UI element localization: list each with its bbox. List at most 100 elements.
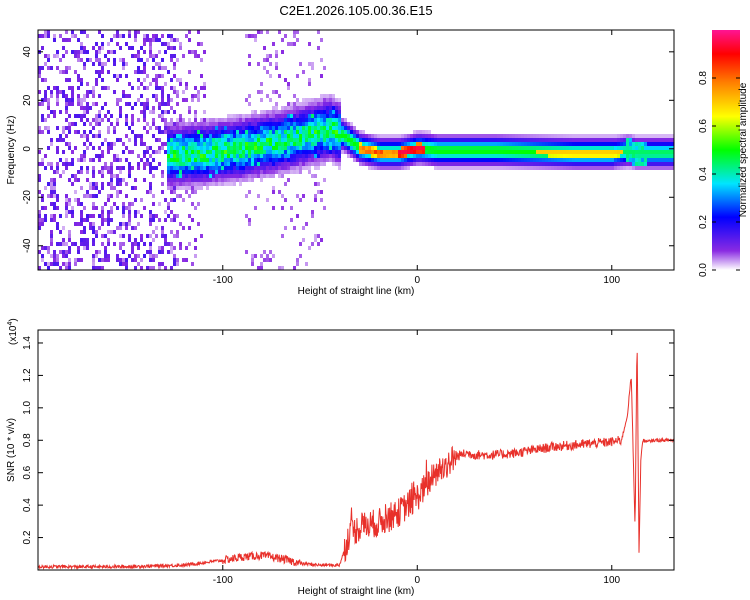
spectrogram-cell (191, 182, 194, 186)
spectrogram-cell (524, 146, 527, 150)
spectrogram-cell (200, 118, 203, 122)
spectrogram-cell (461, 134, 464, 138)
spectrogram-cell (647, 166, 650, 170)
spectrogram-cell (209, 162, 212, 166)
spectrogram-cell (518, 134, 521, 138)
spectrogram-cell (431, 154, 434, 158)
spectrogram-cell (92, 226, 95, 230)
spectrogram-cell (272, 146, 275, 150)
spectrogram-cell (92, 254, 95, 258)
spectrogram-cell (323, 134, 326, 138)
spectrogram-cell (71, 94, 74, 98)
spectrogram-cell (419, 138, 422, 142)
spectrogram-cell (149, 254, 152, 258)
spectrogram-cell (170, 170, 173, 174)
spectrogram-cell (194, 190, 197, 194)
spectrogram-cell (302, 130, 305, 134)
spectrogram-cell (125, 182, 128, 186)
spectrogram-cell (323, 106, 326, 110)
spectrogram-cell (188, 30, 191, 34)
spectrogram-cell (479, 166, 482, 170)
spectrogram-cell (56, 150, 59, 154)
spectrogram-cell (98, 58, 101, 62)
spectrogram-cell (302, 70, 305, 74)
spectrogram-cell (77, 86, 80, 90)
spectrogram-cell (137, 246, 140, 250)
spectrogram-cell (293, 142, 296, 146)
spectrogram-cell (134, 186, 137, 190)
spectrogram-cell (170, 154, 173, 158)
spectrogram-cell (587, 146, 590, 150)
spectrogram-cell (59, 90, 62, 94)
spectrogram-cell (197, 42, 200, 46)
spectrogram-cell (224, 174, 227, 178)
spectrogram-cell (119, 98, 122, 102)
spectrogram-cell (149, 54, 152, 58)
y-tick-label: -20 (22, 190, 33, 205)
spectrogram-cell (464, 150, 467, 154)
spectrogram-cell (281, 130, 284, 134)
spectrogram-cell (131, 150, 134, 154)
spectrogram-cell (107, 194, 110, 198)
spectrogram-cell (581, 134, 584, 138)
spectrogram-cell (119, 170, 122, 174)
spectrogram-cell (53, 202, 56, 206)
spectrogram-cell (206, 182, 209, 186)
spectrogram-cell (377, 134, 380, 138)
spectrogram-cell (116, 258, 119, 262)
spectrogram-cell (290, 206, 293, 210)
spectrogram-cell (101, 166, 104, 170)
spectrogram-cell (329, 110, 332, 114)
spectrogram-cell (449, 162, 452, 166)
spectrogram-cell (215, 158, 218, 162)
spectrogram-cell (314, 102, 317, 106)
spectrogram-cell (188, 106, 191, 110)
spectrogram-cell (47, 102, 50, 106)
snr-xlabel: Height of straight line (km) (298, 586, 415, 597)
spectrogram-cell (314, 162, 317, 166)
spectrogram-cell (308, 166, 311, 170)
spectrogram-cell (110, 50, 113, 54)
spectrogram-cell (338, 166, 341, 170)
spectrogram-cell (272, 150, 275, 154)
spectrogram-cell (128, 138, 131, 142)
spectrogram-cell (170, 98, 173, 102)
spectrogram-cell (452, 162, 455, 166)
spectrogram-cell (173, 174, 176, 178)
spectrogram-cell (656, 154, 659, 158)
spectrogram-cell (296, 214, 299, 218)
spectrogram-cell (635, 150, 638, 154)
spectrogram-cell (92, 258, 95, 262)
spectrogram-cell (164, 50, 167, 54)
spectrogram-cell (281, 122, 284, 126)
spectrogram-cell (143, 110, 146, 114)
spectrogram-cell (74, 190, 77, 194)
spectrogram-cell (176, 258, 179, 262)
spectrogram-cell (116, 206, 119, 210)
spectrogram-cell (140, 46, 143, 50)
spectrogram-cell (350, 154, 353, 158)
spectrogram-cell (191, 98, 194, 102)
spectrogram-cell (191, 94, 194, 98)
spectrogram-cell (194, 94, 197, 98)
spectrogram-cell (491, 142, 494, 146)
spectrogram-cell (398, 146, 401, 150)
spectrogram-cell (119, 34, 122, 38)
spectrogram-cell (494, 154, 497, 158)
spectrogram-cell (263, 258, 266, 262)
spectrogram-cell (176, 158, 179, 162)
spectrogram-cell (329, 98, 332, 102)
spectrogram-cell (548, 150, 551, 154)
spectrogram-cell (551, 158, 554, 162)
spectrogram-cell (200, 182, 203, 186)
spectrogram-cell (170, 130, 173, 134)
spectrogram-cell (170, 198, 173, 202)
spectrogram-cell (563, 146, 566, 150)
spectrogram-cell (332, 154, 335, 158)
spectrogram-cell (221, 154, 224, 158)
spectrogram-cell (140, 234, 143, 238)
spectrogram-cell (335, 126, 338, 130)
spectrogram-cell (497, 158, 500, 162)
spectrogram-cell (56, 162, 59, 166)
